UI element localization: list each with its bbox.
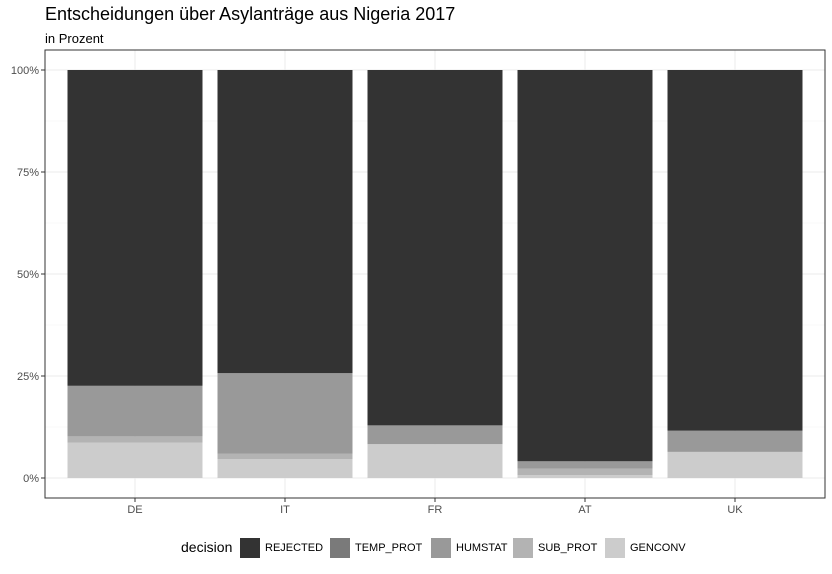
y-tick-label: 100% — [11, 65, 39, 77]
bar-segment-rejected — [67, 70, 203, 386]
legend-key — [513, 538, 533, 558]
legend: decision REJECTED TEMP_PROT HUMSTAT SUB_PRO… — [0, 536, 832, 560]
y-tick-label: 0% — [23, 473, 39, 485]
x-tick-label: DE — [127, 504, 142, 516]
legend-item: REJECTED — [240, 536, 323, 560]
legend-title: decision — [181, 539, 233, 555]
chart-subtitle: in Prozent — [45, 31, 104, 46]
y-tick-label: 25% — [17, 371, 39, 383]
legend-key — [605, 538, 625, 558]
legend-label: GENCONV — [630, 542, 686, 554]
bar-segment-genconv — [67, 442, 203, 478]
bar-segment-genconv — [217, 459, 353, 478]
legend-label: SUB_PROT — [538, 542, 598, 554]
bar-segment-genconv — [367, 444, 503, 478]
legend-label: HUMSTAT — [456, 542, 508, 554]
x-tick-label: AT — [578, 504, 592, 516]
bar-segment-rejected — [217, 70, 353, 374]
bar-segment-humstat — [217, 373, 353, 454]
legend-label: TEMP_PROT — [355, 542, 423, 554]
legend-key — [330, 538, 350, 558]
bar-segment-genconv — [667, 451, 803, 478]
bar-segment-rejected — [667, 70, 803, 431]
bar-segment-sub-prot — [517, 468, 653, 476]
legend-key — [431, 538, 451, 558]
legend-label: REJECTED — [265, 542, 324, 554]
bar-segment-humstat — [367, 425, 503, 445]
y-tick-label: 50% — [17, 269, 39, 281]
bar-segment-rejected — [367, 70, 503, 426]
legend-key — [240, 538, 260, 558]
chart-title: Entscheidungen über Asylanträge aus Nige… — [45, 4, 456, 24]
bar-segment-humstat — [667, 430, 803, 452]
y-tick-label: 75% — [17, 167, 39, 179]
legend-item: GENCONV — [605, 536, 686, 560]
legend-item: SUB_PROT — [513, 536, 597, 560]
x-tick-label: FR — [428, 504, 443, 516]
bar-segment-humstat — [67, 385, 203, 437]
bar-segment-genconv — [517, 475, 653, 478]
bar-segment-sub-prot — [217, 453, 353, 460]
bar-segment-humstat — [517, 461, 653, 469]
x-tick-label: UK — [727, 504, 743, 516]
bar-segment-sub-prot — [67, 436, 203, 443]
bar-segment-rejected — [517, 70, 653, 462]
x-tick-label: IT — [280, 504, 290, 516]
legend-item: TEMP_PROT — [330, 536, 422, 560]
legend-item: HUMSTAT — [431, 536, 508, 560]
